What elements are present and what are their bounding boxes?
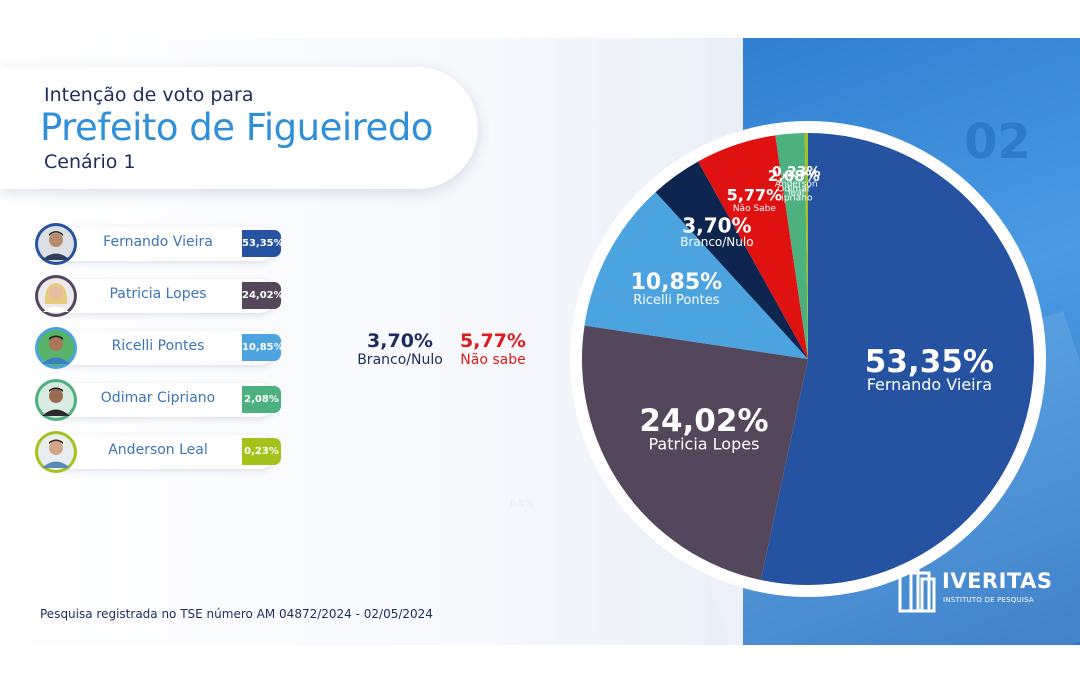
nao-sabe-stat: 5,77% Não sabe xyxy=(452,330,534,368)
page-title: Prefeito de Figueiredo xyxy=(40,106,433,149)
pie-category-label: Branco/Nulo xyxy=(680,235,753,249)
candidate-name: Ricelli Pontes xyxy=(111,338,205,354)
logo-subtitle: INSTITUTO DE PESQUISA xyxy=(943,596,1034,604)
candidate-pill xyxy=(56,279,276,313)
title-pretext: Intenção de voto para xyxy=(44,84,254,106)
pie-value-label: 0,23% xyxy=(772,164,821,180)
pie-category-label: leal xyxy=(788,189,804,199)
pie-category-label: Odimar xyxy=(777,184,811,194)
branco-nulo-label: Branco/Nulo xyxy=(357,352,443,368)
candidate-pill xyxy=(56,227,276,261)
logo-wordmark: IVERITAS xyxy=(942,569,1053,593)
card-number: 02 xyxy=(964,114,1031,170)
candidate-avatar xyxy=(35,223,77,265)
candidate-name: Patricia Lopes xyxy=(109,286,207,302)
title-card xyxy=(0,67,478,189)
pie-value-label: 5,77% xyxy=(727,186,783,205)
iveritas-logo: IVERITAS INSTITUTO DE PESQUISA xyxy=(898,565,1052,615)
candidate-pill xyxy=(56,383,276,417)
candidate-avatar xyxy=(35,431,77,473)
branco-nulo-stat: 3,70% Branco/Nulo xyxy=(353,330,447,368)
pie-category-label: Fernando Vieira xyxy=(867,375,992,394)
pie-slice xyxy=(655,161,808,359)
pie-category-label: Ricelli Pontes xyxy=(633,293,719,308)
nao-sabe-value: 5,77% xyxy=(460,330,526,352)
pie-chart: 53,35%Fernando Vieira 24,02%Patricia Lope… xyxy=(570,121,1046,597)
pie-value-label: 53,35% xyxy=(865,344,994,380)
pie-category-label: Cipriano xyxy=(775,193,813,203)
candidate-avatar xyxy=(35,327,77,369)
candidate-pill xyxy=(56,331,276,365)
pie-value-label: 10,85% xyxy=(631,270,723,295)
pie-value-label: 24,02% xyxy=(639,403,768,439)
pie-slice xyxy=(760,133,1035,585)
candidate-name: Anderson Leal xyxy=(108,442,208,458)
candidate-row: Ricelli Pontes 10,85% xyxy=(34,326,284,370)
pie-value-label: 2,08% xyxy=(768,167,820,185)
footer-registration: Pesquisa registrada no TSE número AM 048… xyxy=(40,607,433,621)
pie-category-label: Patricia Lopes xyxy=(648,434,759,453)
logo-mark-icon xyxy=(898,565,936,613)
candidate-name: Fernando Vieira xyxy=(103,234,213,250)
candidate-pill xyxy=(56,435,276,469)
candidate-name: Odimar Cipriano xyxy=(100,390,216,406)
candidate-avatar xyxy=(35,275,77,317)
candidate-value-badge: 24,02% xyxy=(242,282,284,309)
infographic: Intenção de voto para Prefeito de Figuei… xyxy=(0,38,1080,645)
pie-category-label: Não Sabe xyxy=(733,204,777,214)
candidate-row: Fernando Vieira 53,35% xyxy=(34,222,284,266)
faint-label: 0,8% xyxy=(510,499,533,509)
branco-nulo-value: 3,70% xyxy=(367,330,433,352)
scenario-subtitle: Cenário 1 xyxy=(44,151,136,173)
pie-slice xyxy=(582,325,808,581)
candidate-avatar xyxy=(35,379,77,421)
pie-slice xyxy=(584,192,808,359)
pie-slice xyxy=(775,133,808,359)
candidate-value-badge: 2,08% xyxy=(242,386,281,413)
pie-value-label: 3,70% xyxy=(682,213,751,237)
candidate-value-badge: 0,23% xyxy=(242,438,281,465)
candidate-value-badge: 53,35% xyxy=(242,230,284,257)
candidate-row: Anderson Leal 0,23% xyxy=(34,430,284,474)
pie-slice xyxy=(698,135,808,359)
pie-slice xyxy=(804,133,808,359)
candidate-row: Patricia Lopes 24,02% xyxy=(34,274,284,318)
candidate-row: Odimar Cipriano 2,08% xyxy=(34,378,284,422)
pie-category-label: Anderson xyxy=(775,180,818,190)
candidate-value-badge: 10,85% xyxy=(242,334,284,361)
nao-sabe-label: Não sabe xyxy=(460,352,526,368)
